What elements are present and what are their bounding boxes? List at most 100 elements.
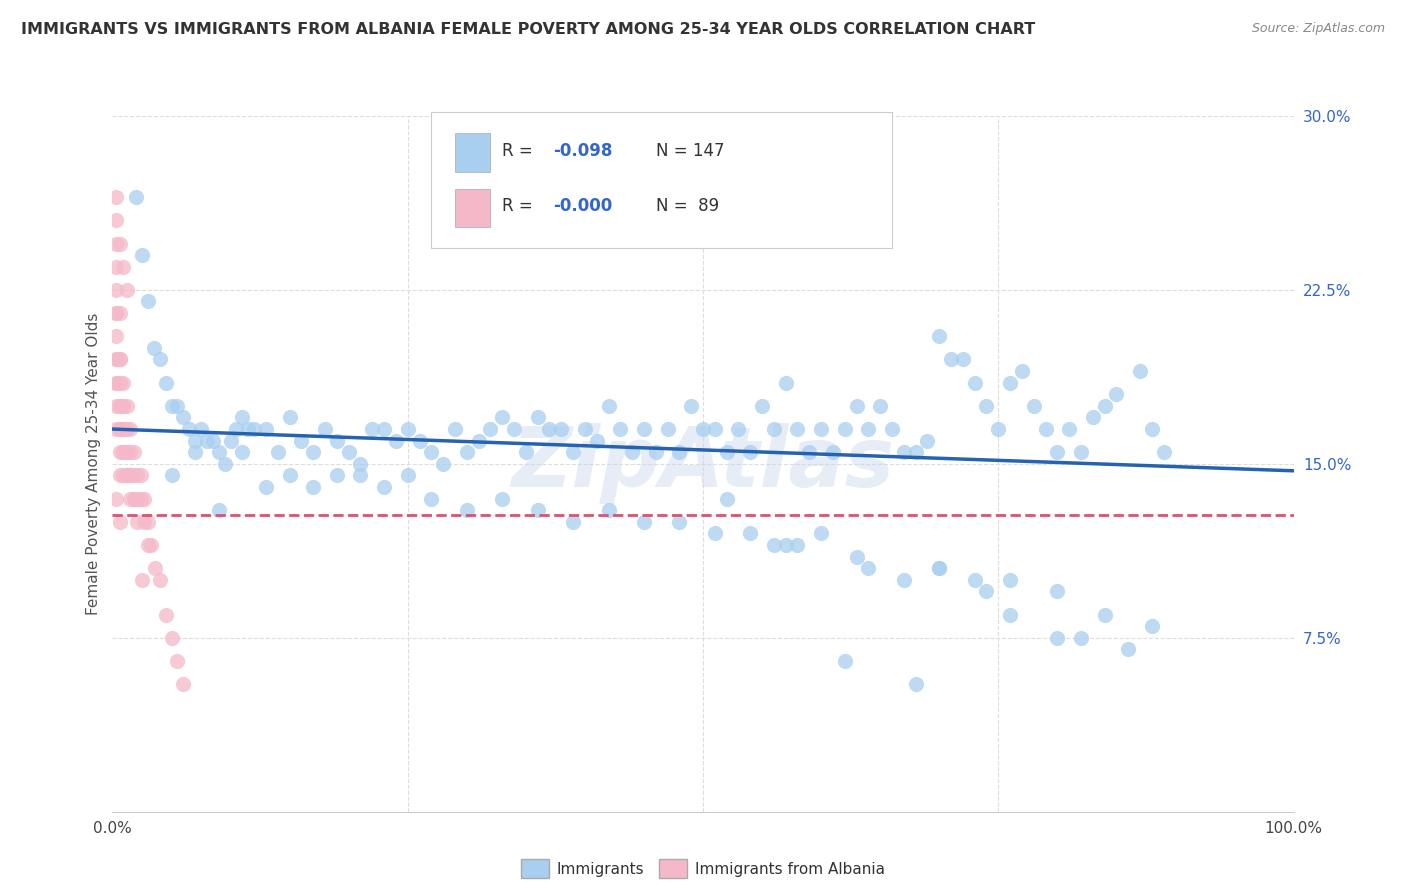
Point — [1070, 631, 1092, 645]
Point — [115, 468, 138, 483]
Point — [1046, 445, 1069, 459]
FancyBboxPatch shape — [456, 133, 491, 171]
Point — [928, 561, 950, 575]
Point — [105, 491, 128, 506]
Point — [166, 654, 188, 668]
Point — [858, 422, 880, 436]
Point — [810, 526, 832, 541]
Point — [127, 491, 149, 506]
Point — [160, 631, 183, 645]
Point — [928, 329, 950, 343]
Point — [1070, 445, 1092, 459]
Point — [998, 573, 1021, 587]
Point — [278, 468, 301, 483]
Point — [562, 445, 585, 459]
Point — [108, 376, 131, 390]
Point — [976, 584, 998, 599]
Point — [893, 445, 915, 459]
Point — [703, 422, 725, 436]
Point — [127, 515, 149, 529]
Point — [122, 468, 145, 483]
Point — [267, 445, 290, 459]
Point — [105, 376, 128, 390]
Point — [115, 468, 138, 483]
Point — [208, 445, 231, 459]
Point — [1046, 584, 1069, 599]
FancyBboxPatch shape — [432, 112, 891, 248]
Point — [290, 434, 312, 448]
Point — [129, 491, 152, 506]
Point — [681, 399, 703, 413]
Point — [190, 422, 212, 436]
Point — [574, 422, 596, 436]
Point — [810, 422, 832, 436]
Point — [108, 422, 131, 436]
Point — [1035, 422, 1057, 436]
Point — [115, 283, 138, 297]
Point — [314, 422, 336, 436]
Point — [326, 434, 349, 448]
Text: R =: R = — [502, 142, 538, 160]
Point — [115, 445, 138, 459]
Point — [179, 422, 201, 436]
Point — [134, 491, 156, 506]
Point — [349, 457, 371, 471]
Y-axis label: Female Poverty Among 25-34 Year Olds: Female Poverty Among 25-34 Year Olds — [86, 313, 101, 615]
Point — [108, 306, 131, 320]
Text: N =  89: N = 89 — [655, 197, 718, 215]
Point — [952, 352, 974, 367]
Point — [112, 422, 135, 436]
Point — [963, 573, 986, 587]
Point — [1022, 399, 1045, 413]
Point — [160, 468, 183, 483]
Point — [598, 399, 620, 413]
Point — [108, 352, 131, 367]
Point — [775, 376, 797, 390]
Point — [845, 399, 868, 413]
Point — [201, 434, 224, 448]
Point — [172, 677, 194, 691]
Point — [373, 422, 395, 436]
Point — [976, 399, 998, 413]
Point — [231, 445, 253, 459]
Point — [131, 248, 153, 262]
Point — [799, 445, 821, 459]
Point — [120, 468, 142, 483]
Point — [869, 399, 891, 413]
Point — [668, 515, 690, 529]
Point — [105, 306, 128, 320]
Point — [108, 236, 131, 251]
Point — [987, 422, 1010, 436]
Point — [125, 190, 148, 204]
Point — [1094, 399, 1116, 413]
Point — [1153, 445, 1175, 459]
Point — [134, 515, 156, 529]
Point — [668, 445, 690, 459]
Point — [361, 422, 384, 436]
Point — [928, 561, 950, 575]
Point — [633, 515, 655, 529]
Point — [917, 434, 939, 448]
Point — [939, 352, 962, 367]
Point — [598, 503, 620, 517]
Point — [1140, 619, 1163, 633]
Point — [112, 445, 135, 459]
Point — [1105, 387, 1128, 401]
Point — [160, 399, 183, 413]
Point — [821, 445, 844, 459]
Point — [112, 399, 135, 413]
Point — [105, 399, 128, 413]
Point — [515, 445, 537, 459]
Point — [136, 515, 159, 529]
Point — [432, 457, 454, 471]
Text: -0.098: -0.098 — [553, 142, 613, 160]
Point — [762, 538, 785, 552]
Point — [834, 654, 856, 668]
Legend: Immigrants, Immigrants from Albania: Immigrants, Immigrants from Albania — [515, 854, 891, 884]
Point — [1057, 422, 1080, 436]
Point — [149, 352, 172, 367]
Point — [166, 399, 188, 413]
Point — [172, 410, 194, 425]
Point — [963, 376, 986, 390]
Point — [396, 468, 419, 483]
